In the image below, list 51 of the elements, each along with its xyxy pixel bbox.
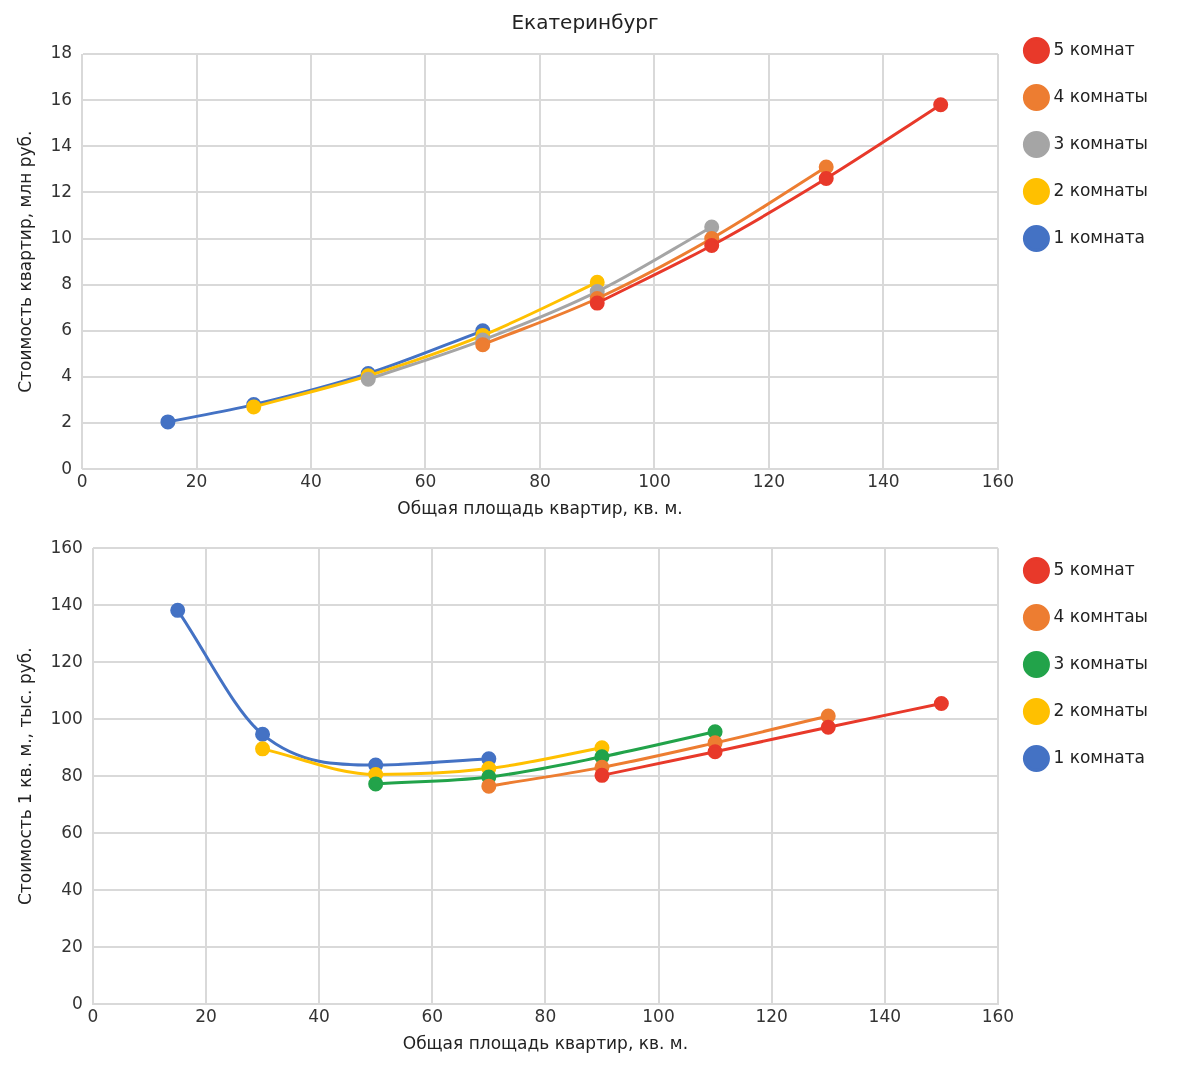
x-tick-label: 100 xyxy=(642,1005,675,1026)
legend-label: 4 комнаты xyxy=(1053,85,1149,106)
y-tick-label: 80 xyxy=(61,764,83,785)
legend-label: 1 комната xyxy=(1053,746,1146,767)
legend-label: 5 комнат xyxy=(1053,38,1135,59)
x-tick-label: 60 xyxy=(414,470,437,491)
legend-label: 1 комната xyxy=(1053,226,1146,247)
x-tick-label: 20 xyxy=(195,1005,217,1026)
x-tick-label: 140 xyxy=(867,470,900,491)
y-tick-label: 0 xyxy=(72,992,83,1013)
legend-label: 2 комнаты xyxy=(1053,699,1149,720)
legend-label: 4 комнтаы xyxy=(1053,605,1149,626)
x-tick-label: 80 xyxy=(534,1005,557,1026)
y-tick-label: 120 xyxy=(50,650,83,671)
chart-title: Екатеринбург xyxy=(511,10,659,35)
x-tick-label: 120 xyxy=(755,1005,788,1026)
y-tick-label: 14 xyxy=(50,134,73,155)
y-tick-label: 6 xyxy=(61,319,73,340)
y-axis-title: Стоимость квартир, млн руб. xyxy=(14,130,35,393)
y-axis-title: Стоимость 1 кв. м., тыс. руб. xyxy=(14,647,35,906)
x-axis-title: Общая площадь квартир, кв. м. xyxy=(397,498,683,519)
x-tick-label: 80 xyxy=(529,470,551,491)
x-tick-label: 160 xyxy=(981,1005,1015,1026)
y-tick-label: 20 xyxy=(61,935,83,956)
x-tick-label: 60 xyxy=(421,1005,444,1026)
x-tick-label: 120 xyxy=(752,470,786,491)
y-tick-label: 140 xyxy=(50,593,83,614)
x-tick-label: 100 xyxy=(638,470,671,491)
x-tick-label: 0 xyxy=(87,1005,99,1026)
y-tick-label: 0 xyxy=(61,457,73,478)
y-tick-label: 4 xyxy=(61,365,73,386)
x-axis-title: Общая площадь квартир, кв. м. xyxy=(402,1033,689,1054)
x-tick-label: 160 xyxy=(981,470,1015,491)
legend-label: 2 комнаты xyxy=(1053,179,1149,200)
x-tick-label: 140 xyxy=(868,1005,902,1026)
x-tick-label: 40 xyxy=(300,470,322,491)
y-tick-label: 18 xyxy=(50,42,73,63)
legend-label: 5 комнат xyxy=(1053,558,1135,579)
y-tick-label: 60 xyxy=(61,821,83,842)
y-tick-label: 40 xyxy=(61,878,83,899)
y-tick-label: 160 xyxy=(50,536,83,557)
legend-label: 3 комнаты xyxy=(1053,132,1149,153)
y-tick-label: 12 xyxy=(50,180,73,201)
x-tick-label: 20 xyxy=(185,470,208,491)
x-tick-label: 40 xyxy=(308,1005,330,1026)
y-tick-label: 2 xyxy=(61,411,73,432)
y-tick-label: 10 xyxy=(50,226,73,247)
y-tick-label: 16 xyxy=(50,88,73,109)
y-tick-label: 100 xyxy=(50,707,83,728)
y-tick-label: 8 xyxy=(61,273,73,294)
legend-label: 3 комнаты xyxy=(1053,652,1149,673)
